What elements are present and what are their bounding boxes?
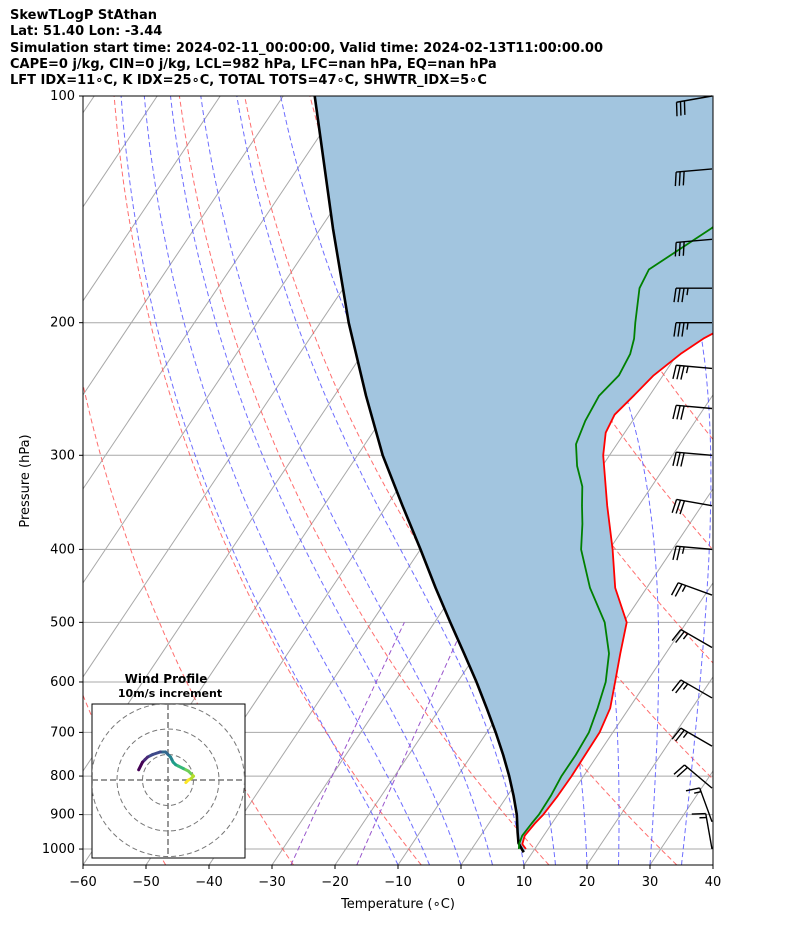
wind-barb <box>671 727 713 747</box>
parcel-line <box>313 96 525 853</box>
moist-adiabat <box>236 96 525 865</box>
x-tick-label: −40 <box>195 875 222 890</box>
plot-area <box>83 96 794 865</box>
wind-barb <box>672 364 713 380</box>
x-tick-label: −20 <box>321 875 348 890</box>
isotherm-line <box>586 676 713 865</box>
mixing-ratio-lines <box>290 622 466 865</box>
wind-barb <box>672 545 713 561</box>
hodograph-segment <box>137 760 144 772</box>
isotherm-line <box>83 96 347 490</box>
x-tick-label: 20 <box>579 875 596 890</box>
y-tick-label: 500 <box>50 615 75 630</box>
indices-line-2: LFT IDX=11∘C, K IDX=25∘C, TOTAL TOTS=47∘… <box>10 73 487 89</box>
wind-barb <box>671 628 713 649</box>
isotherm-line <box>397 393 713 865</box>
x-tick-label: −30 <box>258 875 285 890</box>
x-axis-label: Temperature (∘C) <box>340 897 455 912</box>
hodograph-subtitle: 10m/s increment <box>118 687 222 700</box>
wind-barb <box>672 404 713 420</box>
dewpoint-line <box>518 225 713 850</box>
moist-adiabat <box>200 96 493 865</box>
hodograph-title: Wind Profile <box>125 672 208 686</box>
y-tick-label: 800 <box>50 769 75 784</box>
dry-adiabat <box>767 96 794 865</box>
y-tick-label: 200 <box>50 316 75 331</box>
y-tick-label: 1000 <box>42 842 75 857</box>
wind-barb <box>691 812 713 850</box>
hodograph-plot <box>92 704 245 858</box>
y-tick-label: 900 <box>50 808 75 823</box>
x-tick-label: 10 <box>516 875 533 890</box>
x-tick-label: 0 <box>457 875 465 890</box>
x-tick-label: −10 <box>384 875 411 890</box>
x-tick-label: −50 <box>132 875 159 890</box>
wind-barb <box>674 168 713 187</box>
wind-barb <box>673 287 712 303</box>
isotherm-line <box>523 582 713 865</box>
dry-adiabat <box>244 96 678 865</box>
wind-barb <box>670 582 713 597</box>
cape-shading <box>314 96 713 853</box>
mixing-ratio-line <box>356 622 466 865</box>
moist-adiabat <box>170 96 462 865</box>
dry-adiabat <box>701 96 713 116</box>
moist-adiabat <box>120 96 399 865</box>
isotherm-line <box>83 96 284 396</box>
dry-adiabat <box>178 96 550 865</box>
chart-header: SkewTLogP StAthan Lat: 51.40 Lon: -3.44 … <box>10 8 603 89</box>
wind-barb <box>673 764 713 789</box>
wind-barb <box>671 498 713 515</box>
y-tick-label: 300 <box>50 448 75 463</box>
x-tick-label: 40 <box>705 875 722 890</box>
time-line: Simulation start time: 2024-02-11_00:00:… <box>10 40 603 56</box>
wind-barb <box>671 679 713 699</box>
wind-barb <box>674 238 713 257</box>
wind-barb <box>673 321 712 337</box>
isotherm-line <box>83 96 221 302</box>
wind-barb <box>685 787 713 823</box>
y-tick-label: 100 <box>50 89 75 104</box>
moist-adiabat <box>620 96 712 865</box>
isotherm-line <box>83 96 410 584</box>
hodograph-ring <box>92 704 245 857</box>
x-tick-label: −60 <box>69 875 96 890</box>
isotherm-line <box>712 864 713 865</box>
x-tick-label: 30 <box>642 875 659 890</box>
series-layer <box>313 96 713 853</box>
wind-barb <box>675 95 713 117</box>
y-tick-label: 700 <box>50 725 75 740</box>
indices-line-1: CAPE=0 j/kg, CIN=0 j/kg, LCL=982 hPa, LF… <box>10 56 497 72</box>
wind-barb <box>672 451 713 467</box>
moist-adiabat <box>143 96 430 865</box>
y-axis-label: Pressure (hPa) <box>18 434 33 527</box>
y-tick-label: 600 <box>50 675 75 690</box>
wind-barbs <box>670 95 713 850</box>
lat-lon-line: Lat: 51.40 Lon: -3.44 <box>10 24 163 40</box>
station-title: SkewTLogP StAthan <box>10 8 158 23</box>
dry-adiabat <box>83 382 294 865</box>
temperature-line <box>521 332 713 850</box>
y-tick-label: 400 <box>50 542 75 557</box>
mixing-ratio-line <box>290 622 405 865</box>
isotherm-line <box>83 96 95 114</box>
